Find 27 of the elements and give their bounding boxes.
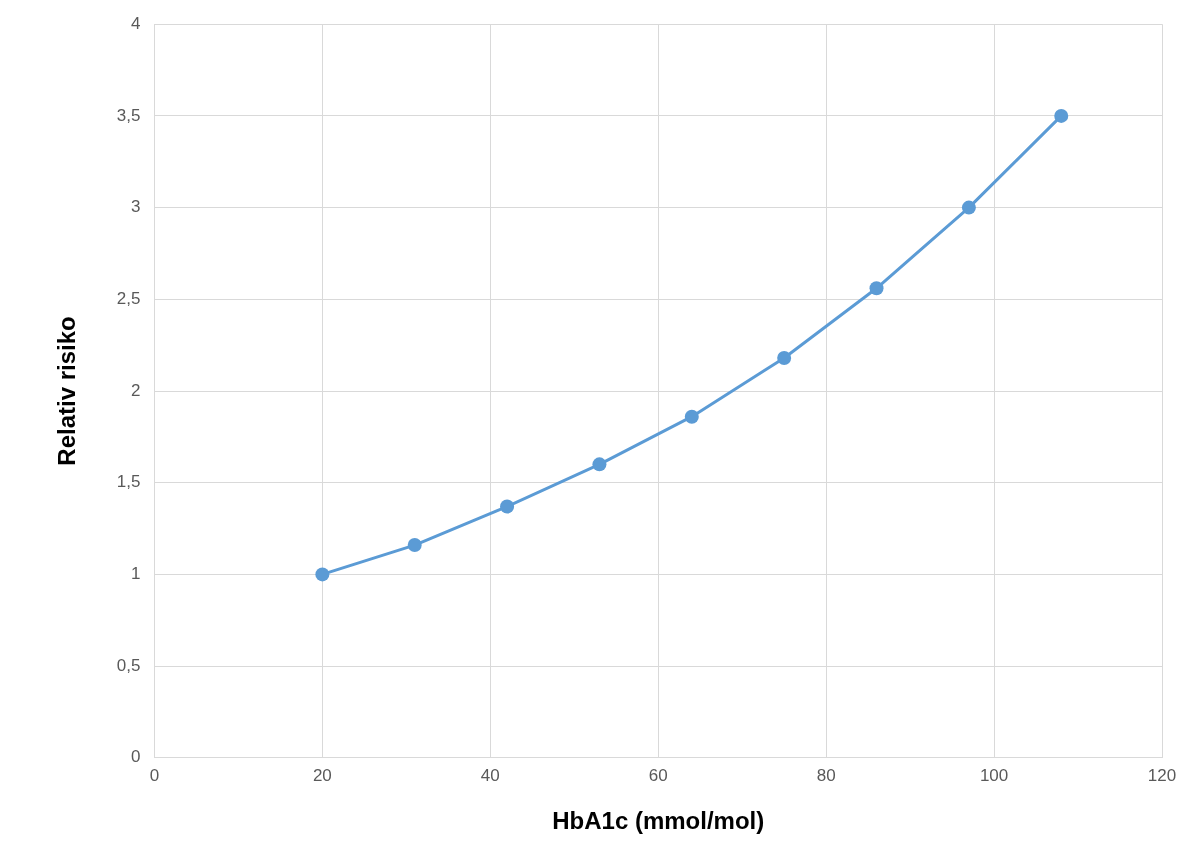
point (869, 281, 884, 296)
y-axis-title: Relativ risiko (53, 316, 81, 466)
x-axis-title: HbA1c (mmol/mol) (552, 807, 765, 835)
x-tick-label: 40 (480, 765, 500, 785)
x-tick-label: 0 (149, 765, 160, 785)
y-tick-label: 3,5 (116, 105, 141, 125)
point (684, 409, 699, 424)
y-tick-label: 1,5 (116, 472, 141, 492)
x-tick-label: 20 (312, 765, 332, 785)
point (315, 567, 330, 582)
point (592, 457, 607, 472)
point (777, 350, 792, 365)
y-tick-label: 0,5 (116, 655, 141, 675)
x-tick-label: 60 (648, 765, 668, 785)
point (961, 200, 976, 215)
y-tick-label: 3 (130, 197, 141, 217)
y-tick-label: 0 (130, 747, 141, 767)
x-tick-label: 80 (816, 765, 836, 785)
y-tick-label: 1 (130, 564, 141, 584)
point (500, 499, 515, 514)
point (407, 538, 422, 553)
x-tick-label: 100 (979, 765, 1009, 785)
x-tick-label: 120 (1147, 765, 1177, 785)
y-tick-label: 4 (130, 13, 141, 33)
point (1054, 108, 1069, 123)
y-tick-label: 2 (130, 380, 141, 400)
y-tick-label: 2,5 (116, 288, 141, 308)
